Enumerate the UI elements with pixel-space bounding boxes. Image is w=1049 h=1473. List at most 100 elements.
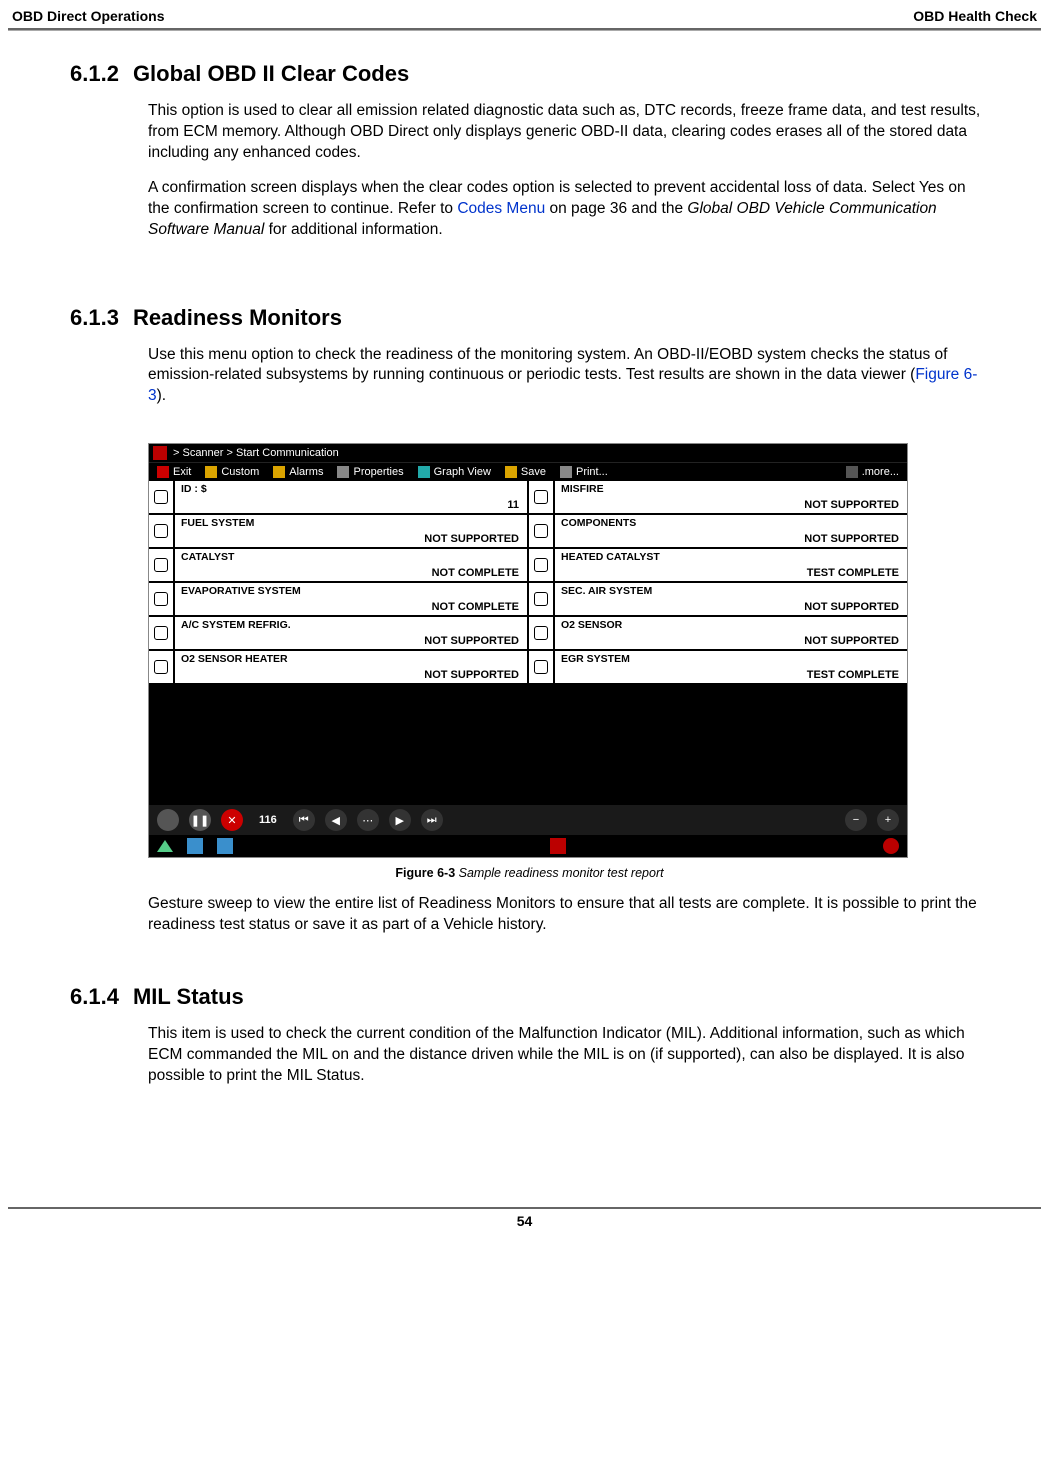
- header-left: OBD Direct Operations: [12, 8, 164, 24]
- properties-button[interactable]: Properties: [333, 465, 407, 479]
- row-toggle-icon[interactable]: [529, 515, 555, 547]
- row-toggle-icon[interactable]: [149, 583, 175, 615]
- data-row[interactable]: SEC. AIR SYSTEM NOT SUPPORTED: [529, 583, 907, 617]
- sec612-p2b: on page 36 and the: [545, 200, 687, 217]
- data-row[interactable]: COMPONENTS NOT SUPPORTED: [529, 515, 907, 549]
- section-title-614: MIL Status: [133, 984, 244, 1009]
- header-right: OBD Health Check: [913, 8, 1037, 24]
- data-row[interactable]: CATALYSTNOT COMPLETE: [149, 549, 527, 583]
- status-icon-2: [883, 838, 899, 854]
- row-toggle-icon[interactable]: [149, 549, 175, 581]
- data-row[interactable]: O2 SENSOR HEATER NOT SUPPORTED: [149, 651, 527, 685]
- figure-screenshot: > Scanner > Start Communication Exit Cus…: [148, 443, 908, 858]
- exit-icon: [157, 466, 169, 478]
- row-value: NOT SUPPORTED: [424, 635, 519, 647]
- row-toggle-icon[interactable]: [149, 617, 175, 649]
- data-gap: [149, 685, 907, 805]
- row-value: NOT COMPLETE: [432, 601, 519, 613]
- bell-icon: [273, 466, 285, 478]
- alarms-button[interactable]: Alarms: [269, 465, 327, 479]
- data-row[interactable]: MISFIRENOT SUPPORTED: [529, 481, 907, 515]
- row-toggle-icon[interactable]: [529, 481, 555, 513]
- row-value: TEST COMPLETE: [807, 669, 899, 681]
- row-label: EGR SYSTEM: [561, 653, 630, 665]
- row-value: NOT COMPLETE: [432, 567, 519, 579]
- row-toggle-icon[interactable]: [529, 583, 555, 615]
- step-button[interactable]: ⋯: [357, 809, 379, 831]
- row-label: O2 SENSOR HEATER: [181, 653, 288, 665]
- row-toggle-icon[interactable]: [529, 617, 555, 649]
- custom-button[interactable]: Custom: [201, 465, 263, 479]
- section-title-612: Global OBD II Clear Codes: [133, 61, 409, 86]
- section-num-612: 6.1.2: [70, 61, 119, 86]
- row-label: HEATED CATALYST: [561, 551, 660, 563]
- save-button[interactable]: Save: [501, 465, 550, 479]
- print-icon: [560, 466, 572, 478]
- data-row[interactable]: O2 SENSORNOT SUPPORTED: [529, 617, 907, 651]
- toolbar: Exit Custom Alarms Properties Graph View…: [149, 462, 907, 481]
- windows-icon[interactable]: [187, 838, 203, 854]
- speaker-icon[interactable]: [157, 809, 179, 831]
- row-value: NOT SUPPORTED: [424, 669, 519, 681]
- row-toggle-icon[interactable]: [149, 481, 175, 513]
- sec614-p1: This item is used to check the current c…: [148, 1024, 989, 1087]
- more-label: .more...: [862, 466, 899, 478]
- row-label: COMPONENTS: [561, 517, 636, 529]
- row-label: ID : $: [181, 483, 207, 495]
- print-button[interactable]: Print...: [556, 465, 612, 479]
- data-col-left: ID : $ 11 FUEL SYSTEMNOT SUPPORTEDCATALYST…: [149, 481, 527, 685]
- figure-label: Figure 6-3: [395, 866, 458, 880]
- skip-fwd-button[interactable]: ⏭: [421, 809, 443, 831]
- section-num-613: 6.1.3: [70, 305, 119, 330]
- rewind-button[interactable]: ◀: [325, 809, 347, 831]
- status-icon-1: [550, 838, 566, 854]
- data-row[interactable]: EVAPORATIVE SYSTEM NOT COMPLETE: [149, 583, 527, 617]
- data-row[interactable]: EGR SYSTEM TEST COMPLETE: [529, 651, 907, 685]
- list-icon[interactable]: [217, 838, 233, 854]
- data-grid: ID : $ 11 FUEL SYSTEMNOT SUPPORTEDCATALYST…: [149, 481, 907, 685]
- graph-view-button[interactable]: Graph View: [414, 465, 495, 479]
- codes-menu-link[interactable]: Codes Menu: [457, 200, 545, 217]
- more-button[interactable]: .more...: [842, 465, 903, 479]
- data-row[interactable]: ID : $ 11: [149, 481, 527, 515]
- data-row[interactable]: HEATED CATALYST TEST COMPLETE: [529, 549, 907, 583]
- row-value: 11: [507, 499, 519, 511]
- row-toggle-icon[interactable]: [529, 549, 555, 581]
- data-row[interactable]: FUEL SYSTEMNOT SUPPORTED: [149, 515, 527, 549]
- row-label: A/C SYSTEM REFRIG.: [181, 619, 291, 631]
- row-label: SEC. AIR SYSTEM: [561, 585, 652, 597]
- gear-icon: [337, 466, 349, 478]
- zoom-out-button[interactable]: −: [845, 809, 867, 831]
- row-value: NOT SUPPORTED: [804, 533, 899, 545]
- save-icon: [505, 466, 517, 478]
- stop-button[interactable]: ✕: [221, 809, 243, 831]
- skip-back-button[interactable]: ⏮: [293, 809, 315, 831]
- more-icon: [846, 466, 858, 478]
- data-col-right: MISFIRENOT SUPPORTEDCOMPONENTSNOT SUPPOR…: [527, 481, 907, 685]
- row-toggle-icon[interactable]: [149, 515, 175, 547]
- row-label: EVAPORATIVE SYSTEM: [181, 585, 301, 597]
- save-label: Save: [521, 466, 546, 478]
- row-toggle-icon[interactable]: [149, 651, 175, 683]
- graph-icon: [418, 466, 430, 478]
- row-label: MISFIRE: [561, 483, 604, 495]
- row-value: TEST COMPLETE: [807, 567, 899, 579]
- data-row[interactable]: A/C SYSTEM REFRIG. NOT SUPPORTED: [149, 617, 527, 651]
- section-num-614: 6.1.4: [70, 984, 119, 1009]
- breadcrumb-bar: > Scanner > Start Communication: [149, 444, 907, 462]
- section-heading-614: 6.1.4 MIL Status: [70, 984, 989, 1010]
- row-toggle-icon[interactable]: [529, 651, 555, 683]
- sec613-p2: Gesture sweep to view the entire list of…: [148, 894, 989, 936]
- section-heading-613: 6.1.3Readiness Monitors: [70, 305, 989, 331]
- zoom-in-button[interactable]: +: [877, 809, 899, 831]
- figure-caption: Figure 6-3 Sample readiness monitor test…: [70, 866, 989, 880]
- playback-bar: ❚❚ ✕ 116 ⏮ ◀ ⋯ ▶ ⏭ − +: [149, 805, 907, 835]
- row-label: O2 SENSOR: [561, 619, 622, 631]
- row-value: NOT SUPPORTED: [804, 601, 899, 613]
- custom-label: Custom: [221, 466, 259, 478]
- forward-button[interactable]: ▶: [389, 809, 411, 831]
- sec612-p2: A confirmation screen displays when the …: [148, 178, 989, 241]
- pause-button[interactable]: ❚❚: [189, 809, 211, 831]
- home-icon[interactable]: [157, 840, 173, 852]
- exit-button[interactable]: Exit: [153, 465, 195, 479]
